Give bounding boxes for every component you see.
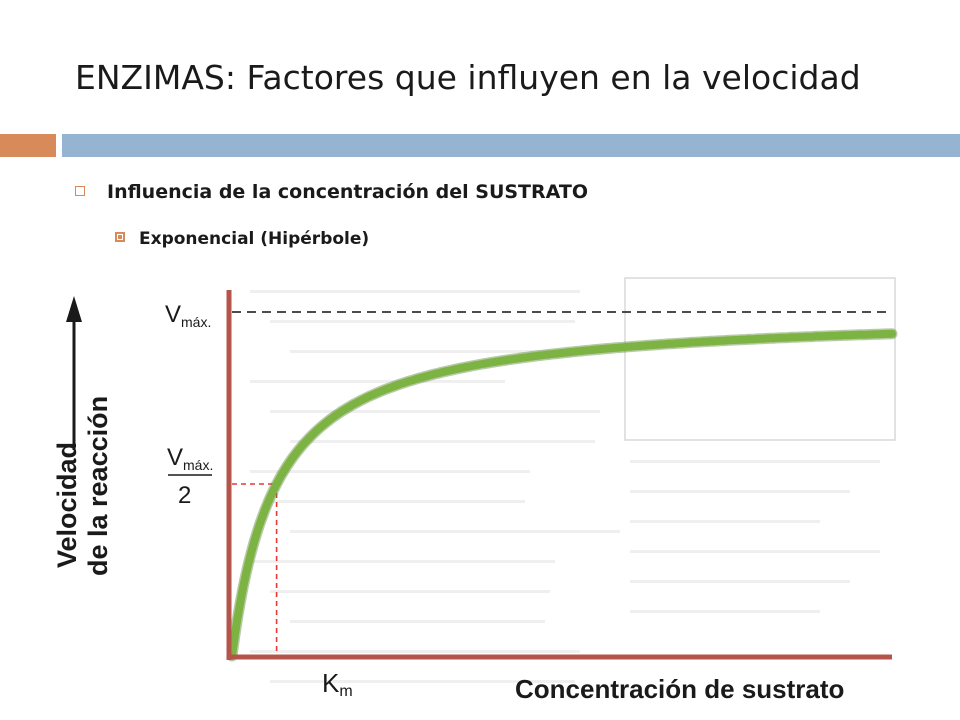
scanned-text-smudge [630, 460, 880, 463]
bullet-2-text: Exponencial (Hipérbole) [139, 229, 370, 249]
scanned-text-smudge [630, 580, 850, 583]
scanned-background-panel [624, 277, 896, 441]
scanned-text-smudge [290, 530, 620, 533]
half-vmax-label-denominator: 2 [178, 482, 191, 509]
scanned-text-smudge [250, 380, 505, 383]
y-axis-label-line2: de la reacción [83, 396, 113, 576]
scanned-text-smudge [270, 410, 600, 413]
vmax-label-sub: máx. [181, 314, 211, 330]
scanned-text-smudge [250, 650, 580, 653]
accent-bar-orange [0, 134, 56, 157]
x-axis-label: Concentración de sustrato [515, 674, 844, 704]
km-label-sub: m [339, 683, 352, 700]
accent-bar-blue [62, 134, 960, 157]
scanned-background-texture [250, 290, 880, 683]
half-vmax-label-numerator: Vmáx. [167, 444, 213, 473]
y-axis-label-line1: Velocidad [52, 442, 82, 568]
scanned-text-smudge [270, 320, 575, 323]
half-vmax-label-main: V [167, 444, 183, 471]
scanned-text-smudge [270, 680, 575, 683]
slide-title: ENZIMAS: Factores que influyen en la vel… [75, 58, 861, 97]
scanned-text-smudge [250, 290, 580, 293]
scanned-text-smudge [270, 590, 550, 593]
scanned-text-smudge [290, 350, 570, 353]
bullet-level-2: Exponencial (Hipérbole) [115, 229, 369, 249]
scanned-text-smudge [270, 500, 525, 503]
rate-curve-series [228, 329, 896, 660]
scanned-text-smudge [630, 520, 820, 523]
square-bullet-icon [115, 232, 125, 242]
scanned-text-smudge [250, 560, 555, 563]
y-axis-arrowhead-icon [66, 296, 82, 322]
scanned-inset-frame [624, 277, 896, 441]
hollow-square-bullet-icon [75, 185, 85, 196]
vmax-label: Vmáx. [165, 301, 211, 330]
scanned-text-smudge [630, 490, 850, 493]
bullet-1-text: Influencia de la concentración del SUSTR… [107, 181, 588, 203]
scanned-text-smudge [290, 620, 545, 623]
half-vmax-label-sub: máx. [183, 457, 213, 473]
scanned-text-smudge [290, 440, 595, 443]
scanned-text-smudge [250, 470, 530, 473]
vmax-label-main: V [165, 301, 181, 328]
bullet-level-1: Influencia de la concentración del SUSTR… [75, 181, 588, 203]
km-label-main: K [322, 668, 340, 698]
scanned-text-smudge [630, 610, 820, 613]
km-label: Km [322, 668, 353, 700]
plot-area [226, 290, 898, 662]
scanned-text-smudge [630, 550, 880, 553]
